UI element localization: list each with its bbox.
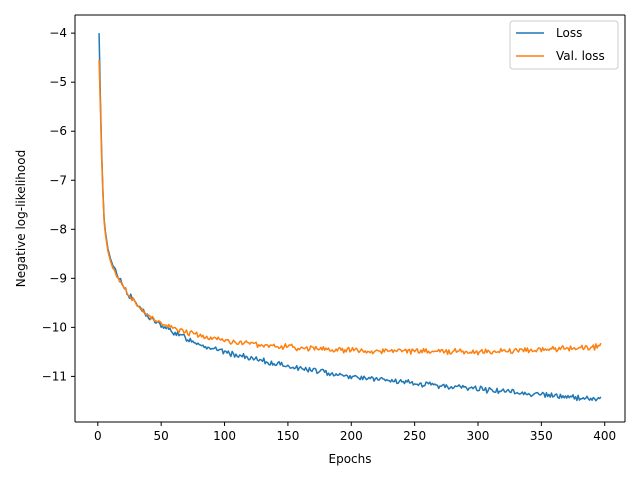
series-line-val-loss bbox=[98, 60, 602, 356]
x-tick-label: 400 bbox=[593, 429, 616, 443]
legend-label-val-loss: Val. loss bbox=[556, 49, 605, 63]
x-tick-label: 0 bbox=[94, 429, 102, 443]
x-tick-label: 350 bbox=[530, 429, 553, 443]
legend-label-loss: Loss bbox=[556, 26, 582, 40]
y-tick-label: −7 bbox=[49, 173, 67, 187]
y-axis-ticks: −11 −10 −9 −8 −7 −6 −5 −4 bbox=[42, 26, 75, 383]
y-tick-label: −5 bbox=[49, 75, 67, 89]
y-tick-label: −4 bbox=[49, 26, 67, 40]
x-tick-label: 50 bbox=[154, 429, 169, 443]
y-axis-label: Negative log-likelihood bbox=[14, 150, 28, 287]
y-tick-label: −10 bbox=[42, 320, 67, 334]
axes-frame bbox=[74, 14, 626, 423]
y-tick-label: −8 bbox=[49, 222, 67, 236]
series-line-loss bbox=[98, 33, 602, 402]
y-tick-label: −6 bbox=[49, 124, 67, 138]
y-tick-label: −9 bbox=[49, 271, 67, 285]
legend: Loss Val. loss bbox=[509, 20, 619, 70]
x-tick-label: 100 bbox=[213, 429, 236, 443]
y-tick-label: −11 bbox=[42, 369, 67, 383]
x-tick-label: 150 bbox=[276, 429, 299, 443]
series-layer bbox=[98, 33, 602, 402]
plot-area bbox=[75, 15, 625, 422]
x-tick-label: 250 bbox=[403, 429, 426, 443]
x-axis-label: Epochs bbox=[329, 452, 372, 466]
x-tick-label: 300 bbox=[467, 429, 490, 443]
x-tick-label: 200 bbox=[340, 429, 363, 443]
x-axis-ticks: 0 50 100 150 200 250 300 350 400 bbox=[94, 422, 616, 443]
